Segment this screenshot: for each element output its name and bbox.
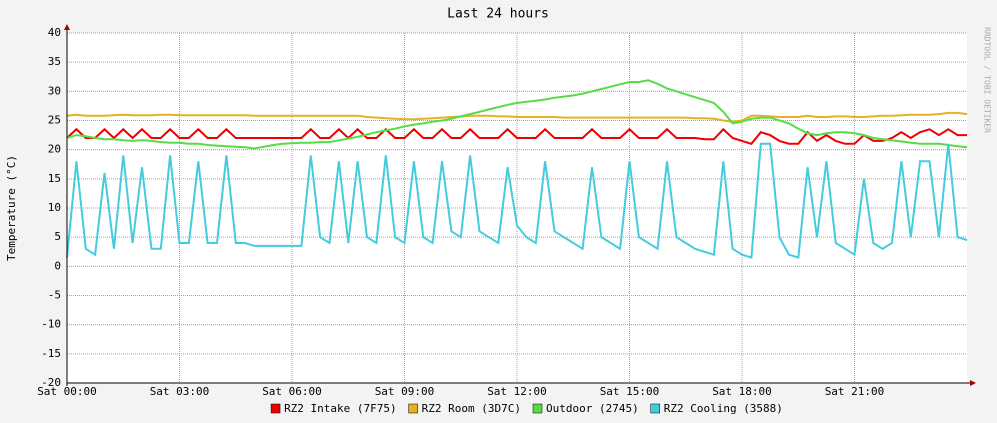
legend-label: RZ2 Cooling (3588)	[664, 402, 783, 415]
x-tick-label: Sat 21:00	[825, 385, 885, 398]
y-tick-label: -5	[48, 289, 61, 302]
y-tick-label: 20	[48, 143, 61, 156]
x-tick-label: Sat 18:00	[712, 385, 772, 398]
y-tick-label: 15	[48, 172, 61, 185]
legend-item: Outdoor (2745)	[532, 402, 639, 415]
y-tick-label: 30	[48, 84, 61, 97]
y-tick-label: -15	[41, 347, 61, 360]
y-tick-label: 25	[48, 114, 61, 127]
y-tick-label: -20	[41, 376, 61, 389]
x-arrow	[970, 380, 976, 386]
x-tick-label: Sat 15:00	[600, 385, 660, 398]
legend-item: RZ2 Room (3D7C)	[408, 402, 521, 415]
legend-item: RZ2 Cooling (3588)	[650, 402, 783, 415]
y-tick-label: 10	[48, 201, 61, 214]
lines	[66, 79, 968, 259]
legend-label: RZ2 Room (3D7C)	[422, 402, 521, 415]
legend-swatch	[532, 403, 543, 414]
watermark: RRDTOOL / TOBI OETIKER	[983, 27, 992, 133]
y-arrow	[64, 24, 70, 30]
y-tick-label: -10	[41, 318, 61, 331]
legend-swatch	[408, 403, 418, 414]
x-tick-label: Sat 03:00	[150, 385, 210, 398]
series-line	[66, 142, 968, 259]
y-tick-label: 0	[54, 259, 61, 272]
legend: RZ2 Intake (7F75) RZ2 Room (3D7C) Outdoor …	[270, 402, 783, 415]
x-tick-label: Sat 06:00	[262, 385, 322, 398]
legend-swatch	[270, 403, 281, 414]
series-line	[66, 111, 968, 123]
x-tick-label: Sat 09:00	[375, 385, 435, 398]
legend-label: Outdoor (2745)	[546, 402, 639, 415]
y-tick-label: 5	[54, 230, 61, 243]
chart-title: Last 24 hours	[447, 7, 549, 22]
x-tick-label: Sat 12:00	[487, 385, 547, 398]
y-tick-label: 40	[48, 26, 61, 39]
y-axis-label: Temperature (°C)	[5, 155, 18, 261]
legend-label: RZ2 Intake (7F75)	[284, 402, 397, 415]
x-tick-label: Sat 00:00	[37, 385, 97, 398]
y-tick-label: 35	[48, 55, 61, 68]
legend-item: RZ2 Intake (7F75)	[270, 402, 397, 415]
series-line	[66, 127, 967, 145]
legend-swatch	[650, 403, 660, 414]
series-line	[66, 79, 968, 150]
